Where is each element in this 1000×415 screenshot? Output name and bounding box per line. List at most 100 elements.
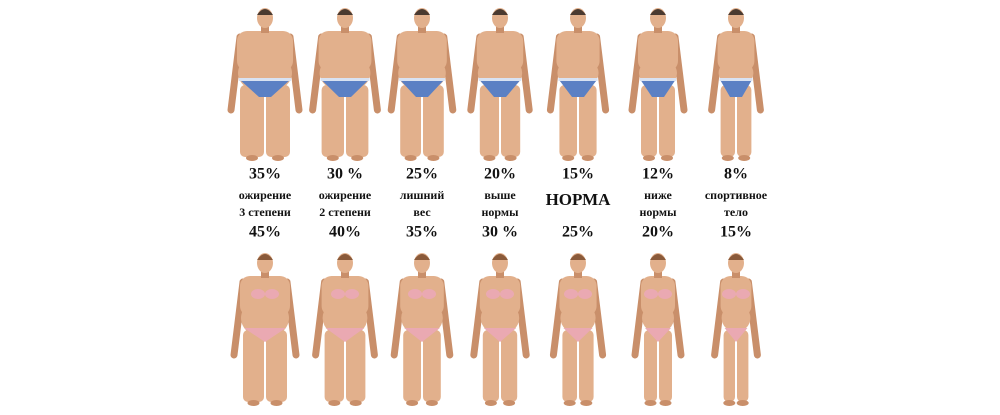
foot	[427, 155, 440, 161]
female-figure	[549, 253, 607, 406]
bikini-top	[644, 289, 658, 299]
waistband	[399, 78, 445, 81]
leg	[579, 330, 594, 402]
category-label: вес	[413, 205, 431, 219]
bikini-top	[345, 289, 359, 299]
hair	[650, 9, 666, 15]
bikini-top	[722, 289, 736, 299]
bikini-top	[251, 289, 265, 299]
foot	[483, 155, 496, 161]
male-figure	[708, 8, 764, 161]
torso	[717, 31, 755, 71]
hair	[492, 9, 508, 15]
leg	[324, 330, 344, 402]
foot	[328, 400, 341, 406]
belly	[401, 300, 443, 336]
waistband	[478, 78, 522, 81]
female-figure	[312, 253, 378, 406]
female-percent: 35%	[406, 224, 438, 241]
bikini-bottom	[724, 328, 748, 342]
hair	[728, 254, 744, 260]
belly	[560, 302, 596, 334]
bikini-bottom	[244, 328, 286, 342]
category-label: ожирение	[239, 188, 292, 202]
male-percent: 25%	[406, 166, 438, 183]
belly	[322, 299, 368, 337]
foot	[425, 400, 438, 406]
foot	[503, 400, 516, 406]
hair	[414, 9, 430, 15]
leg	[266, 85, 290, 157]
female-figure	[230, 253, 300, 406]
leg	[479, 85, 499, 157]
foot	[643, 155, 655, 161]
foot	[721, 155, 734, 161]
hair	[257, 254, 273, 260]
foot	[270, 400, 283, 406]
female-percent: 30 %	[482, 224, 518, 241]
briefs	[558, 79, 598, 97]
bikini-top	[265, 289, 279, 299]
leg	[659, 85, 675, 157]
foot	[349, 400, 362, 406]
male-figure	[628, 8, 688, 161]
waistband	[640, 78, 676, 81]
hair	[570, 254, 586, 260]
torso	[720, 276, 752, 316]
leg	[562, 330, 577, 402]
leg	[737, 85, 752, 157]
briefs	[399, 79, 445, 97]
foot	[736, 400, 749, 406]
bikini-top	[658, 289, 672, 299]
female-percent: 40%	[329, 224, 361, 241]
bikini-top	[736, 289, 750, 299]
bikini-top	[564, 289, 578, 299]
male-percent: 15%	[562, 166, 594, 183]
waistband	[558, 78, 598, 81]
category-label: спортивное	[705, 188, 768, 202]
category-label: ожирение	[319, 188, 372, 202]
waistband	[239, 78, 291, 81]
hair	[650, 254, 666, 260]
foot	[351, 155, 364, 161]
briefs	[239, 79, 291, 97]
foot	[246, 155, 258, 161]
leg	[243, 330, 264, 402]
leg	[346, 330, 366, 402]
hair	[570, 9, 586, 15]
male-percent: 30 %	[327, 166, 363, 183]
briefs	[719, 79, 753, 97]
leg	[644, 330, 657, 402]
leg	[501, 330, 518, 402]
leg	[240, 85, 264, 157]
bikini-bottom	[325, 328, 365, 342]
briefs	[478, 79, 522, 97]
bikini-top	[422, 289, 436, 299]
male-figure	[309, 8, 381, 161]
foot	[504, 155, 517, 161]
foot	[580, 400, 593, 406]
bikini-top	[578, 289, 592, 299]
foot	[247, 400, 260, 406]
leg	[482, 330, 499, 402]
leg	[423, 85, 444, 157]
bikini-bottom	[483, 328, 517, 342]
male-figure	[467, 8, 533, 161]
category-label: ниже	[644, 188, 672, 202]
leg	[579, 85, 597, 157]
waistband	[320, 78, 370, 81]
category-label: тело	[724, 205, 748, 219]
foot	[581, 155, 594, 161]
belly	[721, 304, 751, 332]
foot	[661, 155, 673, 161]
category-label: 2 степени	[319, 205, 371, 219]
category-label: лишний	[400, 188, 445, 202]
belly	[642, 303, 674, 333]
category-label: нормы	[482, 205, 520, 219]
leg	[400, 85, 421, 157]
male-figure	[387, 8, 457, 161]
female-figure	[711, 253, 761, 406]
female-figure	[631, 253, 685, 406]
bikini-top	[486, 289, 500, 299]
